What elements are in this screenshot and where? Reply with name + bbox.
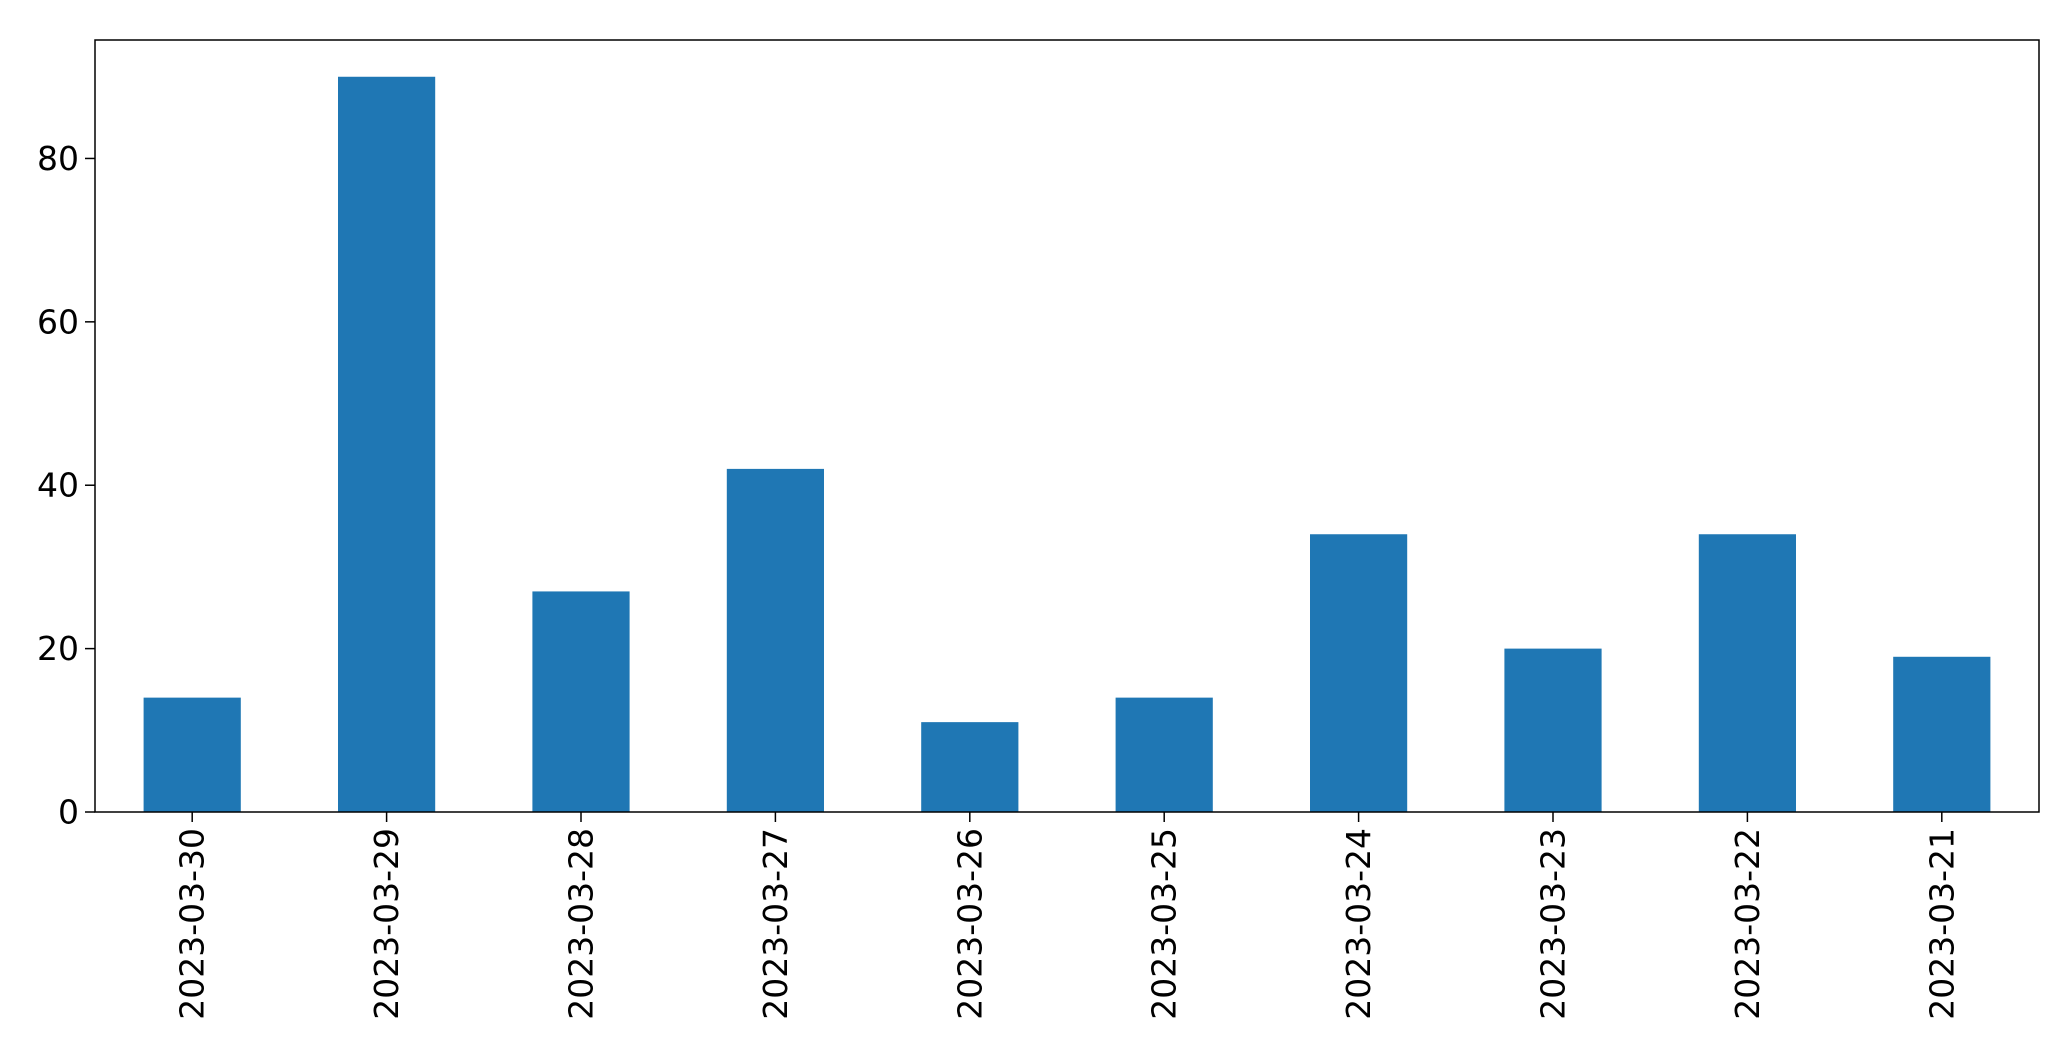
x-axis: 2023-03-30 2023-03-29 2023-03-28 2023-03-27…	[173, 812, 1961, 1020]
bar-2023-03-21	[1893, 656, 1991, 812]
bar-2023-03-25	[1115, 697, 1213, 812]
bar-2023-03-30	[143, 697, 241, 812]
x-tick-label-2023-03-22: 2023-03-22	[1728, 828, 1767, 1020]
x-tick-label-2023-03-23: 2023-03-23	[1534, 828, 1573, 1020]
y-tick-label-60: 60	[37, 302, 79, 341]
bar-2023-03-22	[1698, 534, 1796, 812]
x-tick-label-2023-03-24: 2023-03-24	[1339, 828, 1378, 1020]
y-tick-label-80: 80	[37, 139, 79, 178]
x-tick-label-2023-03-21: 2023-03-21	[1922, 828, 1961, 1020]
plot-frame	[94, 39, 2040, 813]
y-tick-label-0: 0	[58, 793, 79, 832]
bar-2023-03-27	[726, 468, 824, 812]
bar-2023-03-23	[1504, 648, 1602, 812]
bar-2023-03-28	[532, 591, 630, 812]
x-tick-label-2023-03-26: 2023-03-26	[950, 828, 989, 1020]
x-tick-label-2023-03-30: 2023-03-30	[173, 828, 212, 1020]
y-tick-label-20: 20	[37, 629, 79, 668]
x-tick-label-2023-03-25: 2023-03-25	[1145, 828, 1184, 1020]
y-tick-label-40: 40	[37, 466, 79, 505]
x-tick-label-2023-03-27: 2023-03-27	[756, 828, 795, 1020]
bar-2023-03-29	[338, 76, 436, 812]
x-tick-label-2023-03-29: 2023-03-29	[367, 828, 406, 1020]
x-tick-label-2023-03-28: 2023-03-28	[562, 828, 601, 1020]
y-axis: 0 20 40 60 80	[37, 139, 95, 832]
bars-group	[143, 76, 1991, 812]
bar-2023-03-26	[921, 722, 1019, 812]
bar-2023-03-24	[1310, 534, 1408, 812]
